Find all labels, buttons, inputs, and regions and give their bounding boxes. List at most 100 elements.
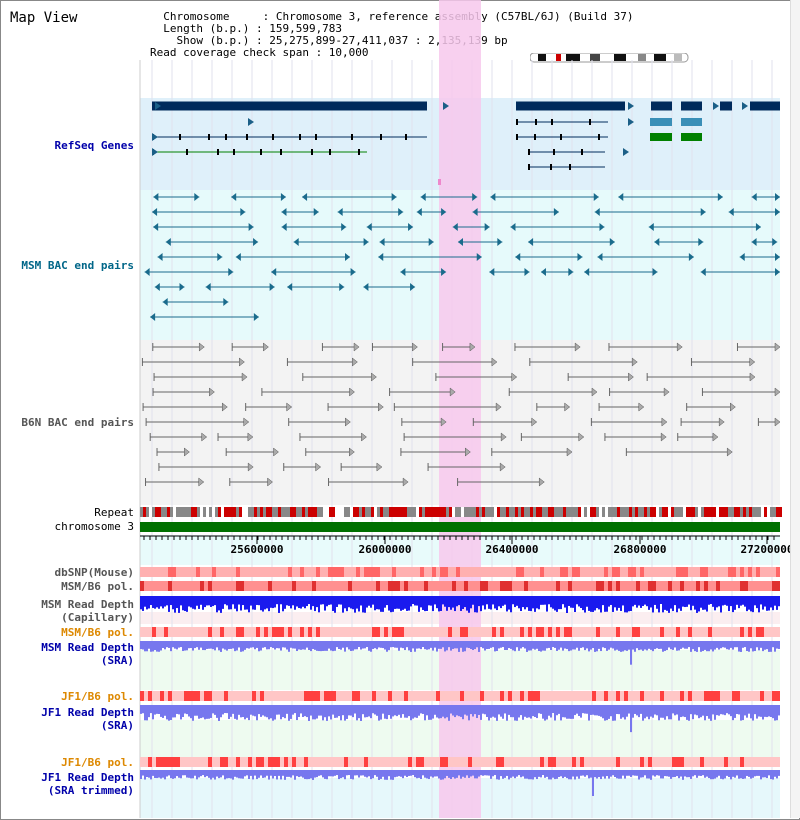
msm-b6-pol-sra-heatmap-cell <box>248 627 252 637</box>
jf1-b6-pol-heatmap-cell <box>572 691 576 701</box>
refseq-gene-features[interactable] <box>152 101 780 186</box>
repeat-cell <box>326 507 329 517</box>
jf1-b6-pol-trim-heatmap-cell <box>176 757 180 767</box>
msm-b6-pol-sra-heatmap-cell <box>240 627 244 637</box>
jf1-trim-depth-bar <box>768 770 770 776</box>
capillary-depth-bar <box>732 596 734 613</box>
jf1-trim-depth-bar <box>188 770 190 778</box>
dbsnp-heatmap-cell <box>676 567 680 577</box>
msm-sra-depth-bar <box>234 641 236 652</box>
capillary-depth-bar <box>164 596 166 607</box>
msm-b6-pol-sra-heatmap-cell <box>740 627 744 637</box>
dbsnp-heatmap-cell <box>456 567 460 577</box>
jf1-b6-pol-trim-heatmap-cell <box>560 757 564 767</box>
jf1-sra-depth-bar <box>602 705 604 719</box>
repeat-cell <box>365 507 368 517</box>
repeat-cell <box>539 507 542 517</box>
repeat-cell <box>248 507 251 517</box>
jf1-trim-depth-bar <box>484 770 486 776</box>
dbsnp-heatmap-cell <box>380 567 384 577</box>
jf1-sra-depth-bar <box>152 705 154 720</box>
jf1-sra-depth-bar <box>556 705 558 716</box>
jf1-sra-depth-bar <box>376 705 378 716</box>
jf1-trim-depth-bar <box>270 770 272 776</box>
chromosome-ideogram[interactable] <box>530 53 690 63</box>
jf1-sra-depth-bar <box>720 705 722 715</box>
dbsnp-heatmap-cell <box>664 567 668 577</box>
jf1-trim-depth-bar <box>626 770 628 776</box>
track-label-b6n-bac: B6N BAC end pairs <box>4 416 134 429</box>
msm-sra-depth-bar <box>382 641 384 649</box>
capillary-depth-bar <box>402 596 404 610</box>
msm-sra-depth-bar <box>778 641 780 649</box>
capillary-depth-bar <box>588 596 590 611</box>
bac-end-icon <box>476 253 482 261</box>
bac-end-icon <box>597 253 603 261</box>
msm-b6-pol-sra-heatmap-cell <box>172 627 176 637</box>
msm-sra-depth-bar <box>478 641 480 652</box>
jf1-sra-depth-bar <box>432 705 434 719</box>
repeat-cell <box>179 507 182 517</box>
bac-end-icon <box>345 253 351 261</box>
msm-b6-pol-heatmap-cell <box>596 581 600 591</box>
jf1-b6-pol-trim-heatmap-cell <box>708 757 712 767</box>
repeat-cell <box>659 507 662 517</box>
msm-b6-pol-heatmap-cell <box>548 581 552 591</box>
msm-bac-features[interactable] <box>144 193 780 321</box>
jf1-sra-depth-bar <box>592 705 594 715</box>
repeat-cell <box>530 507 533 517</box>
repeat-cell <box>470 507 473 517</box>
msm-sra-depth-bar <box>350 641 352 652</box>
jf1-trim-depth-bar <box>670 770 672 779</box>
jf1-b6-pol-heatmap-cell <box>276 691 280 701</box>
msm-sra-depth-bar <box>714 641 716 650</box>
jf1-trim-depth-bar <box>752 770 754 778</box>
jf1-trim-depth-bar <box>540 770 542 778</box>
capillary-depth-bar <box>420 596 422 608</box>
jf1-b6-pol-trim-heatmap-cell <box>144 757 148 767</box>
jf1-b6-pol-heatmap-cell <box>680 691 684 701</box>
jf1-trim-depth-bar <box>298 770 300 778</box>
repeat-cell <box>707 507 710 517</box>
jf1-sra-depth-bar <box>202 705 204 718</box>
jf1-sra-depth-bar <box>772 705 774 719</box>
jf1-b6-pol-trim-heatmap-cell <box>440 757 444 767</box>
jf1-trim-depth-bar <box>702 770 704 776</box>
capillary-depth-bar <box>398 596 400 609</box>
dbsnp-heatmap-cell <box>452 567 456 577</box>
jf1-trim-depth-bar <box>600 770 602 780</box>
jf1-sra-depth-bar <box>244 705 246 720</box>
jf1-trim-depth-bar <box>306 770 308 780</box>
repeat-cell <box>164 507 167 517</box>
dbsnp-heatmap-cell <box>156 567 160 577</box>
vertical-scrollbar[interactable] <box>790 0 800 818</box>
jf1-b6-pol-trim-heatmap-cell <box>548 757 552 767</box>
msm-sra-depth-bar <box>518 641 520 651</box>
jf1-sra-depth-bar <box>702 705 704 716</box>
capillary-depth-bar <box>378 596 380 610</box>
capillary-depth-bar <box>474 596 476 613</box>
capillary-depth-bar <box>154 596 156 609</box>
capillary-depth-bar <box>166 596 168 606</box>
msm-sra-depth-bar <box>574 641 576 650</box>
b6n-bac-features[interactable] <box>141 342 781 487</box>
jf1-b6-pol-heatmap-cell <box>252 691 256 701</box>
gene-block <box>681 101 702 111</box>
bac-end-icon <box>428 238 434 246</box>
jf1-trim-depth-bar <box>706 770 708 777</box>
jf1-b6-pol-trim-heatmap-cell <box>500 757 504 767</box>
capillary-depth-bar <box>198 596 200 609</box>
bac-end-icon <box>739 253 745 261</box>
jf1-sra-depth-bar <box>146 705 148 721</box>
jf1-b6-pol-trim-heatmap-cell <box>384 757 388 767</box>
jf1-b6-pol-heatmap-cell <box>740 691 744 701</box>
capillary-depth-bar <box>408 596 410 611</box>
jf1-trim-depth-bar <box>402 770 404 779</box>
capillary-depth-bar <box>508 596 510 610</box>
repeat-cell <box>734 507 737 517</box>
msm-b6-pol-heatmap-cell <box>580 581 584 591</box>
jf1-trim-depth-bar <box>770 770 772 780</box>
msm-b6-pol-heatmap-cell <box>636 581 640 591</box>
repeat-cell <box>350 507 353 517</box>
